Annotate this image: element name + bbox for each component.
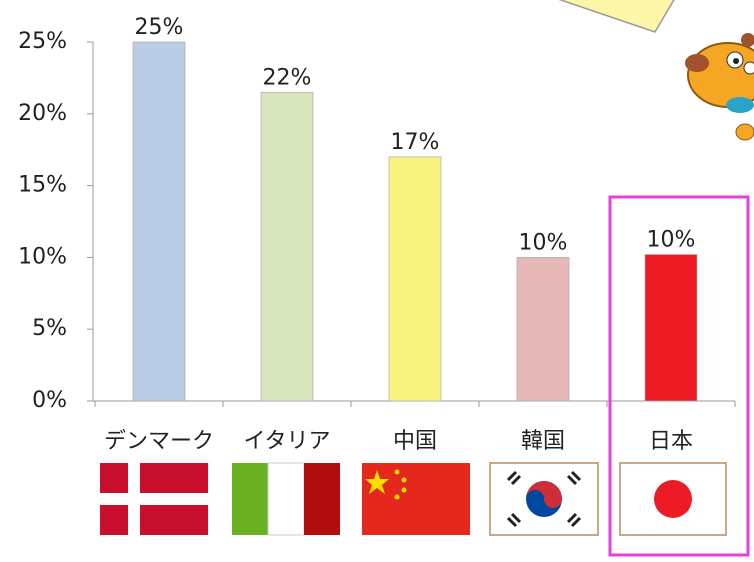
y-tick-label: 25% — [18, 29, 67, 54]
x-tick-label: 韓国 — [521, 429, 565, 454]
x-tick-label: 中国 — [393, 429, 437, 454]
flag-japan — [620, 463, 726, 535]
chart: 0% 5% 10% 15% 20% 25% デンマーク 25% イタリア 22% 中国 17% 韓国 10… — [0, 0, 754, 562]
bar — [133, 42, 185, 401]
x-tick-label: 日本 — [649, 429, 693, 454]
value-label: 25% — [135, 15, 184, 40]
y-tick-label: 0% — [32, 388, 67, 413]
flag-china — [362, 463, 470, 535]
value-label: 10% — [519, 230, 568, 255]
flag-korea — [490, 463, 598, 535]
value-label: 17% — [391, 130, 440, 155]
flag-denmark — [100, 463, 208, 535]
x-tick-label: イタリア — [243, 429, 330, 454]
bar — [389, 157, 441, 401]
bar — [645, 255, 697, 401]
y-tick-label: 5% — [32, 316, 67, 341]
bar — [517, 257, 569, 401]
x-tick-label: デンマーク — [104, 429, 214, 454]
value-label: 10% — [647, 228, 696, 253]
y-tick-label: 10% — [18, 244, 67, 269]
mascot — [685, 33, 754, 140]
y-tick-label: 15% — [18, 173, 67, 198]
y-tick-label: 20% — [18, 101, 67, 126]
speech-bubble — [555, 0, 675, 32]
bar — [261, 92, 313, 401]
value-label: 22% — [263, 65, 312, 90]
flag-italy — [232, 463, 340, 535]
